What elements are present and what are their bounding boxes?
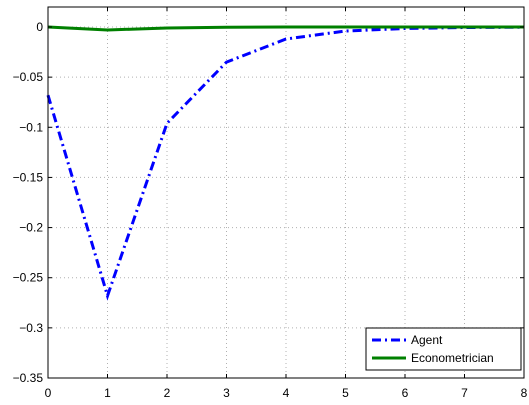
x-tick-label: 1 bbox=[104, 386, 111, 400]
y-tick-label: −0.2 bbox=[19, 221, 43, 235]
y-tick-label: −0.25 bbox=[13, 271, 44, 285]
y-tick-label: −0.15 bbox=[13, 170, 44, 184]
x-axis-tick-labels: 0 1 2 3 4 5 6 7 8 bbox=[45, 386, 528, 400]
tick-layer bbox=[47, 7, 525, 379]
grid-layer bbox=[48, 7, 524, 378]
x-tick-label: 6 bbox=[402, 386, 409, 400]
series-line-agent bbox=[46, 25, 525, 301]
x-tick-label: 0 bbox=[45, 386, 52, 400]
y-axis-tick-labels: 0 −0.05 −0.1 −0.15 −0.2 −0.25 −0.3 −0.35 bbox=[13, 20, 44, 385]
x-tick-label: 4 bbox=[283, 386, 290, 400]
y-tick-label: 0 bbox=[36, 20, 43, 34]
x-tick-label: 3 bbox=[223, 386, 230, 400]
plot-area-frame bbox=[47, 6, 525, 379]
x-tick-label: 2 bbox=[164, 386, 171, 400]
series-layer bbox=[46, 25, 525, 301]
x-tick-label: 5 bbox=[342, 386, 349, 400]
legend-label-agent: Agent bbox=[411, 333, 443, 347]
legend-box bbox=[365, 327, 522, 371]
y-tick-label: −0.35 bbox=[13, 371, 44, 385]
y-tick-label: −0.3 bbox=[19, 321, 43, 335]
legend: Agent Econometrician bbox=[365, 327, 522, 371]
x-tick-label: 7 bbox=[461, 386, 468, 400]
x-tick-label: 8 bbox=[521, 386, 528, 400]
y-tick-label: −0.05 bbox=[13, 70, 44, 84]
series-line-econometrician bbox=[47, 25, 524, 32]
y-tick-label: −0.1 bbox=[19, 120, 43, 134]
legend-label-econometrician: Econometrician bbox=[411, 351, 494, 365]
